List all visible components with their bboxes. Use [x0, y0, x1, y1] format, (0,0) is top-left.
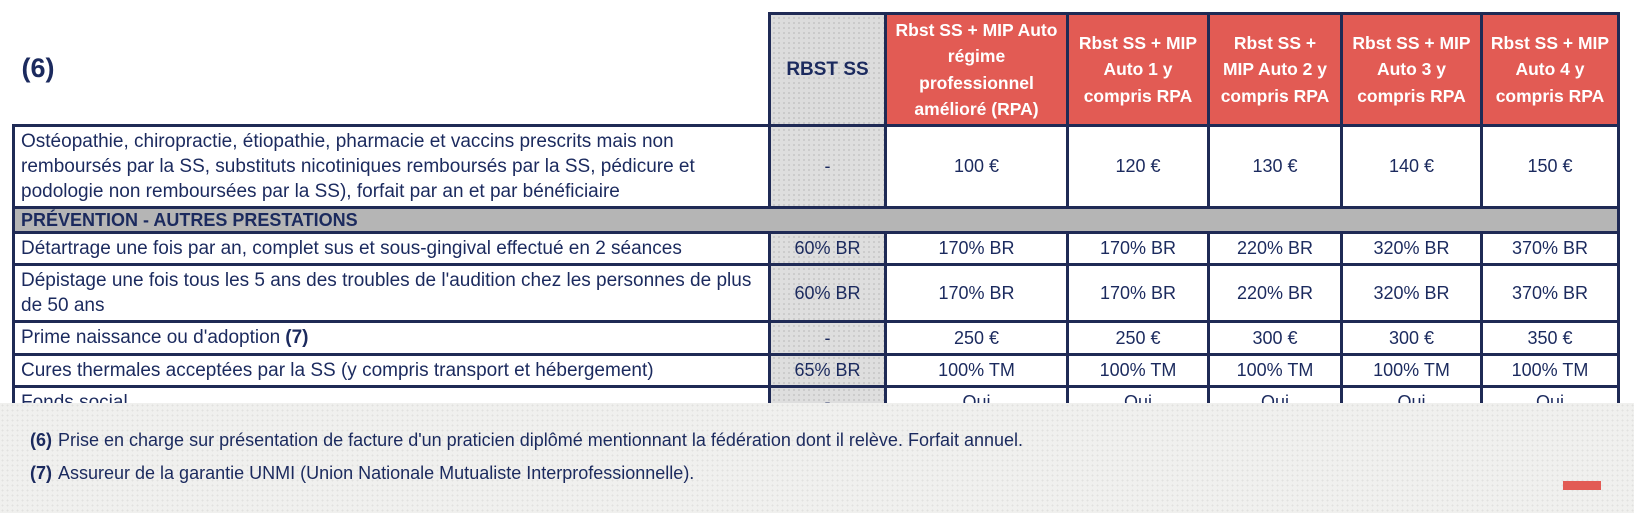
benefits-table: (6) RBST SS Rbst SS + MIP Auto régime pr… [12, 12, 1620, 452]
value-cell: 220% BR [1207, 263, 1343, 324]
rbst-value-cell: 60% BR [768, 231, 887, 267]
value-cell: 100% TM [1340, 352, 1483, 388]
column-header-plan-auto1: Rbst SS + MIP Auto 1 y compris RPA [1066, 12, 1210, 127]
footnote-6: (6) Prise en charge sur présentation de f… [30, 431, 1634, 449]
value-cell: 300 € [1340, 320, 1483, 356]
corner-cell: (6) [13, 13, 770, 126]
value-cell: 250 € [884, 320, 1069, 356]
value-cell: 100 € [884, 123, 1069, 210]
value-cell: 150 € [1480, 123, 1620, 210]
column-header-rbst-ss: RBST SS [768, 12, 887, 127]
value-cell: 120 € [1066, 123, 1210, 210]
rbst-value-cell: 65% BR [768, 352, 887, 388]
table-row-detartrage: Détartrage une fois par an, complet sus … [12, 231, 1620, 267]
value-cell: 100% TM [884, 352, 1069, 388]
value-cell: 320% BR [1340, 263, 1483, 324]
rbst-value-cell: - [768, 320, 887, 356]
table-row-depistage: Dépistage une fois tous les 5 ans des tr… [12, 263, 1620, 324]
row-label-cell: Ostéopathie, chiropractie, étiopathie, p… [12, 123, 771, 210]
table-row-cures-thermales: Cures thermales acceptées par la SS (y c… [12, 352, 1620, 388]
row-label-cell: Détartrage une fois par an, complet sus … [12, 231, 771, 267]
row-label-cell: Prime naissance ou d'adoption (7) [12, 320, 771, 356]
rbst-value-cell: - [768, 123, 887, 210]
row-label-cell: Cures thermales acceptées par la SS (y c… [12, 352, 771, 388]
header-row: (6) RBST SS Rbst SS + MIP Auto régime pr… [13, 12, 1620, 127]
footnote-7: (7) Assureur de la garantie UNMI (Union N… [30, 464, 1634, 482]
value-cell: 350 € [1480, 320, 1620, 356]
red-accent-marker [1563, 481, 1601, 490]
value-cell: 170% BR [884, 231, 1069, 267]
row-note: (7) [285, 327, 309, 349]
table-row-osteopathie: Ostéopathie, chiropractie, étiopathie, p… [12, 123, 1620, 210]
value-cell: 300 € [1207, 320, 1343, 356]
value-cell: 320% BR [1340, 231, 1483, 267]
footnotes-panel: (6) Prise en charge sur présentation de f… [0, 403, 1634, 513]
value-cell: 370% BR [1480, 231, 1620, 267]
column-header-plan-auto4: Rbst SS + MIP Auto 4 y compris RPA [1480, 12, 1620, 127]
column-header-plan-rpa: Rbst SS + MIP Auto régime professionnel … [884, 12, 1069, 127]
value-cell: 170% BR [884, 263, 1069, 324]
value-cell: 250 € [1066, 320, 1210, 356]
footnote-ref: (6) [30, 430, 52, 450]
value-cell: 220% BR [1207, 231, 1343, 267]
table-row-prime-naissance: Prime naissance ou d'adoption (7) - 250 €… [12, 320, 1620, 356]
value-cell: 140 € [1340, 123, 1483, 210]
value-cell: 100% TM [1480, 352, 1620, 388]
row-label-cell: Dépistage une fois tous les 5 ans des tr… [12, 263, 771, 324]
value-cell: 370% BR [1480, 263, 1620, 324]
value-cell: 100% TM [1207, 352, 1343, 388]
section-header-row: PRÉVENTION - AUTRES PRESTATIONS [12, 206, 1620, 235]
corner-label: (6) [21, 53, 55, 84]
rbst-value-cell: 60% BR [768, 263, 887, 324]
footnote-text: Prise en charge sur présentation de fact… [58, 430, 1024, 450]
benefits-table-wrapper: (6) RBST SS Rbst SS + MIP Auto régime pr… [12, 12, 1620, 452]
footnote-ref: (7) [30, 463, 52, 483]
section-title: PRÉVENTION - AUTRES PRESTATIONS [12, 206, 1620, 235]
column-header-plan-auto3: Rbst SS + MIP Auto 3 y compris RPA [1340, 12, 1483, 127]
column-header-plan-auto2: Rbst SS + MIP Auto 2 y compris RPA [1207, 12, 1343, 127]
value-cell: 170% BR [1066, 263, 1210, 324]
value-cell: 130 € [1207, 123, 1343, 210]
value-cell: 100% TM [1066, 352, 1210, 388]
value-cell: 170% BR [1066, 231, 1210, 267]
footnote-text: Assureur de la garantie UNMI (Union Nati… [58, 463, 695, 483]
